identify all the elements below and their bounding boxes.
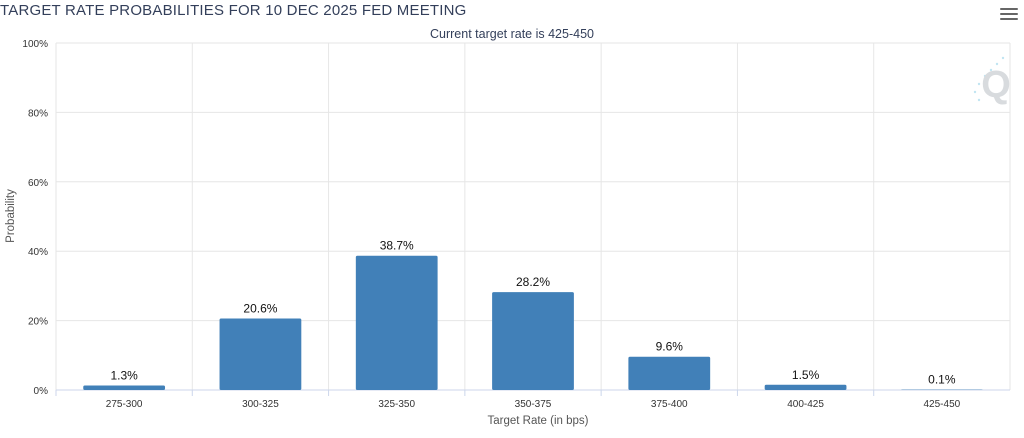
bar-375-400[interactable] bbox=[628, 356, 711, 390]
data-label-425-450: 0.1% bbox=[928, 373, 956, 387]
chart-title: TARGET RATE PROBABILITIES FOR 10 DEC 202… bbox=[0, 2, 467, 19]
bars bbox=[83, 255, 983, 390]
y-tick-label: 60% bbox=[28, 178, 48, 189]
data-label-325-350: 38.7% bbox=[380, 239, 414, 253]
x-tick-label-375-400: 375-400 bbox=[651, 399, 688, 410]
data-label-275-300: 1.3% bbox=[110, 368, 138, 382]
gridlines bbox=[55, 42, 1011, 390]
y-tick-label: 80% bbox=[28, 108, 48, 119]
bar-275-300[interactable] bbox=[83, 385, 166, 390]
y-tick-label: 20% bbox=[28, 317, 48, 328]
x-tick-label-425-450: 425-450 bbox=[924, 399, 961, 410]
watermark-logo: Q bbox=[973, 56, 1011, 106]
y-tick-label: 40% bbox=[28, 247, 48, 258]
x-tick-label-275-300: 275-300 bbox=[106, 399, 143, 410]
y-tick-label: 100% bbox=[22, 39, 48, 50]
bar-350-375[interactable] bbox=[492, 292, 574, 390]
y-tick-label: 0% bbox=[34, 386, 49, 397]
hamburger-menu-icon[interactable] bbox=[1000, 8, 1018, 22]
x-axis-ticks: 275-300 300-325 325-350 350-375 375-400 400-4… bbox=[55, 390, 961, 410]
x-tick-label-400-425: 400-425 bbox=[787, 399, 824, 410]
data-label-350-375: 28.2% bbox=[516, 275, 550, 289]
data-label-300-325: 20.6% bbox=[243, 302, 277, 316]
data-labels: 1.3% 20.6% 38.7% 28.2% 9.6% 1.5% 0.1% bbox=[110, 239, 955, 387]
x-axis-title: Target Rate (in bps) bbox=[488, 415, 589, 427]
bar-325-350[interactable] bbox=[355, 255, 438, 390]
y-axis-ticks: 0% 20% 40% 60% 80% 100% bbox=[22, 39, 48, 397]
watermark-letter: Q bbox=[981, 64, 1011, 106]
bar-400-425[interactable] bbox=[764, 384, 847, 390]
data-label-400-425: 1.5% bbox=[792, 368, 820, 382]
y-axis-title: Probability bbox=[5, 189, 17, 243]
bar-300-325[interactable] bbox=[219, 318, 302, 390]
x-tick-label-350-375: 350-375 bbox=[515, 399, 552, 410]
x-tick-label-325-350: 325-350 bbox=[378, 399, 415, 410]
data-label-375-400: 9.6% bbox=[656, 340, 684, 354]
x-tick-label-300-325: 300-325 bbox=[242, 399, 279, 410]
chart-subtitle: Current target rate is 425-450 bbox=[430, 27, 594, 41]
